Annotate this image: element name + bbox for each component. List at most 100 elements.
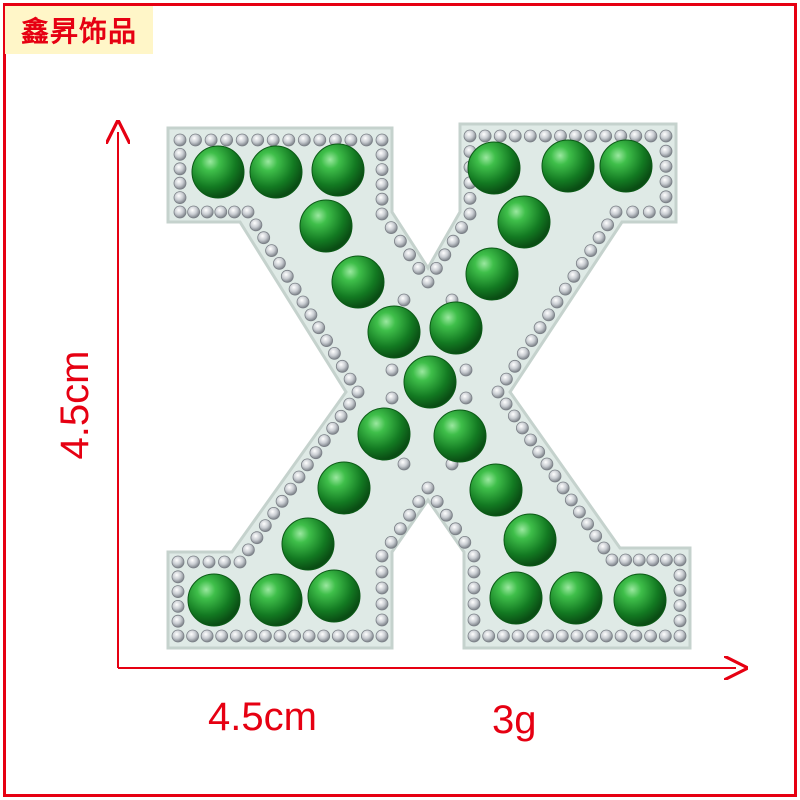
rhinestone — [397, 457, 411, 471]
rhinestone — [421, 481, 435, 495]
rhinestone — [526, 629, 540, 643]
rhinestone — [533, 321, 547, 335]
rhinestone — [375, 565, 389, 579]
rhinestone — [214, 205, 228, 219]
width-label: 4.5cm — [208, 695, 317, 739]
rhinestone — [331, 629, 345, 643]
rhinestone — [632, 553, 646, 567]
rhinestone — [171, 629, 185, 643]
rhinestone — [375, 133, 389, 147]
rhinestone — [302, 629, 316, 643]
rhinestone — [265, 244, 279, 258]
rhinestone — [430, 495, 444, 509]
rhinestone — [659, 190, 673, 204]
rhinestone — [575, 256, 589, 270]
rhinestone — [599, 129, 613, 143]
rhinestone — [313, 133, 327, 147]
rhinestone — [412, 495, 426, 509]
rhinestone — [467, 613, 481, 627]
green-pearl — [331, 255, 385, 309]
rhinestone — [570, 629, 584, 643]
rhinestone — [539, 129, 552, 143]
rhinestone — [467, 597, 481, 611]
rhinestone — [393, 522, 407, 536]
rhinestone — [317, 434, 331, 448]
rhinestone — [567, 269, 581, 283]
rhinestone — [327, 346, 341, 360]
rhinestone — [173, 162, 187, 176]
rhinestone — [659, 205, 673, 219]
rhinestone — [385, 391, 399, 405]
rhinestone — [171, 600, 185, 613]
rhinestone — [343, 372, 357, 386]
rhinestone — [659, 144, 673, 158]
rhinestone — [524, 433, 537, 447]
rhinestone — [592, 231, 606, 245]
rhinestone — [171, 585, 185, 598]
rhinestone — [597, 541, 611, 555]
rhinestone — [646, 553, 660, 567]
rhinestone — [215, 629, 229, 643]
rhinestone — [601, 218, 614, 232]
green-pearl — [317, 461, 371, 515]
rhinestone — [446, 234, 460, 248]
rhinestone — [584, 244, 598, 258]
rhinestone — [173, 205, 187, 219]
rhinestone — [673, 599, 687, 612]
rhinestone — [548, 469, 562, 483]
rhinestone — [584, 129, 597, 143]
rhinestone — [335, 359, 349, 373]
rhinestone — [397, 293, 411, 307]
rhinestone — [393, 234, 407, 248]
rhinestone — [644, 129, 658, 143]
green-pearl — [249, 573, 303, 627]
rhinestone — [241, 543, 255, 557]
rhinestone — [449, 522, 463, 536]
rhinestone — [540, 457, 554, 471]
rhinestone — [266, 133, 280, 147]
rhinestone — [375, 192, 389, 206]
rhinestone — [516, 346, 530, 360]
rhinestone — [532, 445, 546, 459]
rhinestone — [227, 205, 241, 219]
rhinestone — [375, 177, 389, 191]
rhinestone — [660, 553, 673, 567]
rhinestone — [507, 409, 521, 423]
rhinestone — [320, 334, 334, 348]
rhinestone — [493, 129, 507, 143]
green-pearl — [307, 569, 361, 623]
rhinestone — [384, 221, 398, 235]
rhinestone — [173, 133, 187, 147]
rhinestone — [556, 481, 570, 495]
rhinestone — [542, 308, 555, 322]
rhinestone-border — [171, 129, 687, 643]
rhinestone — [317, 629, 331, 643]
green-pearl — [429, 301, 483, 355]
rhinestone — [309, 446, 323, 460]
rhinestone — [258, 629, 272, 643]
rhinestone — [600, 629, 613, 643]
rhinestone — [412, 261, 426, 275]
rhinestone — [284, 482, 298, 496]
rhinestone — [385, 363, 399, 377]
green-pearl — [433, 409, 487, 463]
rhinestone — [297, 133, 311, 147]
rhinestone — [439, 508, 453, 522]
rhinestone — [235, 133, 249, 147]
rhinestone — [375, 597, 389, 611]
green-pearl — [249, 145, 303, 199]
green-pearl — [403, 355, 457, 409]
rhinestone — [360, 133, 373, 147]
rhinestone — [609, 205, 623, 219]
green-pearl — [503, 513, 557, 567]
rhinestone — [187, 555, 200, 569]
green-pearl — [613, 573, 667, 627]
rhinestone — [438, 248, 452, 262]
green-pearl — [489, 571, 543, 625]
green-pearl — [497, 195, 551, 249]
green-pearl — [549, 571, 603, 625]
rhinestone — [516, 421, 529, 435]
rhinestone — [233, 555, 247, 569]
rhinestone — [555, 629, 569, 643]
